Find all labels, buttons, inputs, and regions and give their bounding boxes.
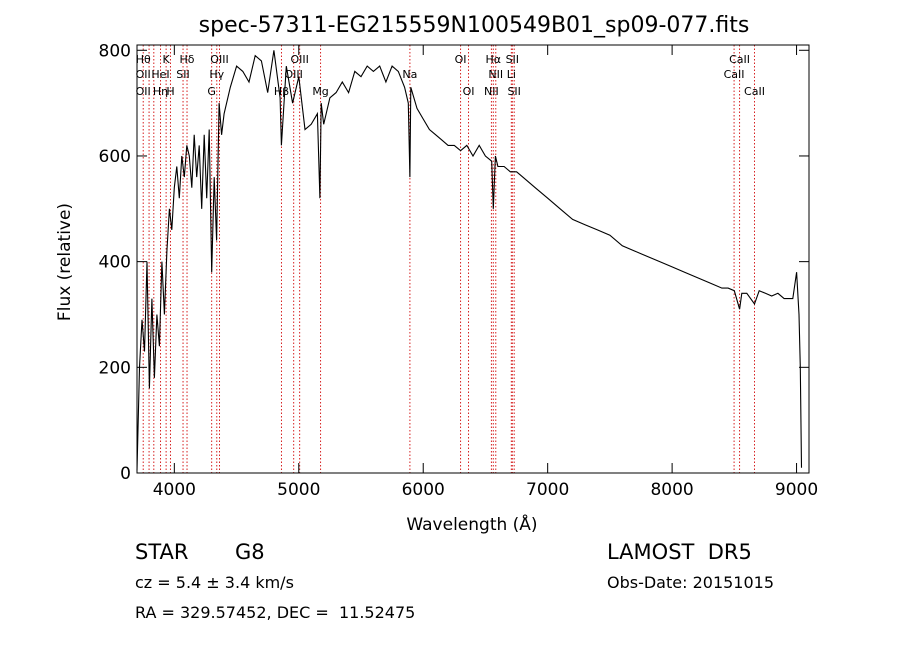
object-class: STAR (135, 540, 189, 564)
line-marker-label: Hδ (180, 53, 195, 66)
y-tick-label: 200 (99, 358, 131, 378)
line-marker-label: OIII (290, 53, 308, 66)
x-axis-label: Wavelength (Å) (406, 513, 537, 535)
line-marker-label: G (207, 85, 216, 98)
line-markers (142, 45, 755, 473)
line-marker-label: Hα (486, 53, 502, 66)
x-tick-label: 4000 (153, 480, 196, 500)
line-marker-label: Mg (312, 85, 328, 98)
line-marker-label: OII (136, 68, 151, 81)
spectrum-series-line (136, 50, 803, 471)
line-marker-label: SII (506, 53, 519, 66)
axis-ticks (137, 45, 809, 474)
redshift-readout: cz = 5.4 ± 3.4 km/s (135, 573, 294, 592)
y-tick-label: 600 (99, 147, 131, 167)
observation-date: Obs-Date: 20151015 (607, 573, 775, 592)
line-marker-label: Na (402, 68, 417, 81)
axis-tick-labels: 4000 5000 6000 7000 8000 9000 0 200 400 600 800 (99, 41, 819, 500)
line-marker-label: K (163, 53, 171, 66)
line-marker-label: NII (484, 85, 499, 98)
line-marker-label: NII (488, 68, 503, 81)
y-tick-label: 800 (99, 41, 131, 61)
x-tick-label: 6000 (402, 480, 445, 500)
line-marker-label: CaII (729, 53, 750, 66)
line-marker-label: Hη (153, 85, 168, 98)
line-marker-label: OII (136, 85, 151, 98)
line-marker-label: OIII (210, 53, 228, 66)
y-axis-label: Flux (relative) (55, 203, 75, 321)
line-marker-label: Li (507, 68, 516, 81)
line-marker-label: OI (463, 85, 475, 98)
survey-name: LAMOST DR5 (607, 540, 752, 564)
line-marker-label: OI (455, 53, 467, 66)
x-tick-label: 5000 (277, 480, 320, 500)
line-marker-label: H (166, 85, 174, 98)
line-marker-label: Hθ (136, 53, 151, 66)
coordinates-readout: RA = 329.57452, DEC = 11.52475 (135, 603, 416, 622)
plot-frame (136, 44, 810, 474)
chart-title: spec-57311-EG215559N100549B01_sp09-077.f… (199, 13, 750, 38)
line-marker-label: Hγ (209, 68, 224, 81)
line-marker-label: Hβ (274, 85, 289, 98)
y-tick-label: 0 (120, 464, 131, 484)
line-marker-label: HeI (151, 68, 169, 81)
line-marker-label: SII (176, 68, 189, 81)
y-tick-label: 400 (99, 253, 131, 273)
line-marker-labels: HθOIIOIIHeIHηKHSIIHδGHγOIIIHβOIIIOIIIMgN… (136, 53, 765, 98)
line-marker-label: SII (507, 85, 520, 98)
object-subclass: G8 (235, 540, 265, 564)
line-marker-label: CaII (724, 68, 745, 81)
x-tick-label: 7000 (526, 480, 569, 500)
x-tick-label: 9000 (775, 480, 818, 500)
line-marker-label: CaII (744, 85, 765, 98)
x-tick-label: 8000 (650, 480, 693, 500)
